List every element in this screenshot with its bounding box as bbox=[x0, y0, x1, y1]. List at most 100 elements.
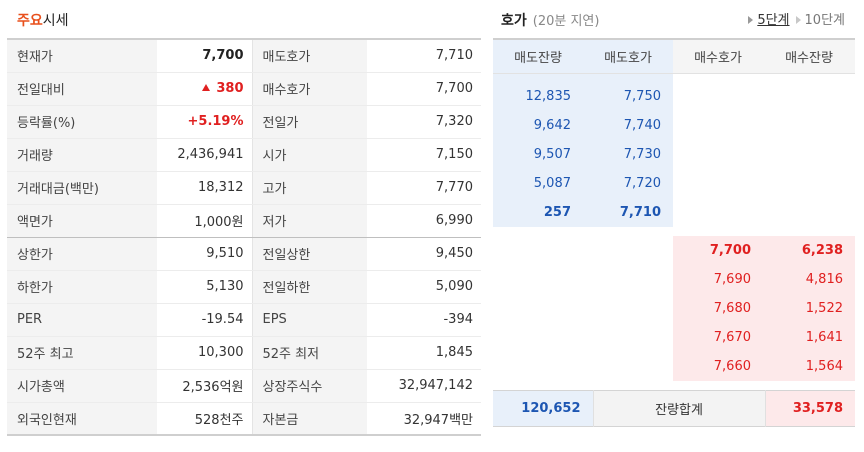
summary-title: 주요시세 bbox=[7, 10, 481, 38]
empty-cell bbox=[493, 352, 583, 381]
table-row: 현재가 7,700 매도호가 7,710 bbox=[7, 39, 481, 73]
orderbook-table: 매도잔량 매도호가 매수호가 매수잔량 12,835 7,750 9,642 7… bbox=[493, 38, 855, 390]
total-label: 잔량합계 bbox=[592, 390, 766, 427]
ask-spacer bbox=[583, 73, 673, 82]
value-market-cap: 2,536억원 bbox=[157, 369, 253, 403]
empty-cell bbox=[583, 381, 673, 390]
header-bid-price: 매수호가 bbox=[673, 39, 763, 74]
label-upper-limit: 상한가 bbox=[7, 237, 157, 271]
empty-cell bbox=[493, 294, 583, 323]
label-capital: 자본금 bbox=[252, 402, 367, 436]
value-foreign-holding: 528천주 bbox=[157, 402, 253, 436]
empty-cell bbox=[583, 323, 673, 352]
label-low: 저가 bbox=[252, 204, 367, 238]
value-trade-value: 18,312 bbox=[157, 171, 253, 205]
bid-spacer bbox=[673, 381, 763, 390]
ask-spacer bbox=[583, 227, 673, 236]
value-bid-price: 7,700 bbox=[367, 72, 481, 106]
empty-cell bbox=[673, 169, 763, 198]
label-current-price: 현재가 bbox=[7, 39, 157, 73]
empty-cell bbox=[673, 198, 763, 227]
table-row: 등락률(%) +5.19% 전일가 7,320 bbox=[7, 105, 481, 139]
ask-spacer bbox=[493, 227, 583, 236]
value-prev-upper-limit: 9,450 bbox=[367, 237, 481, 271]
label-ask-price: 매도호가 bbox=[252, 39, 367, 73]
value-listed-shares: 32,947,142 bbox=[367, 369, 481, 403]
caret-right-icon bbox=[748, 16, 754, 24]
empty-cell bbox=[583, 352, 673, 381]
ask-qty: 5,087 bbox=[493, 169, 583, 198]
empty-cell bbox=[673, 140, 763, 169]
empty-cell bbox=[673, 73, 763, 82]
spacer-row bbox=[493, 227, 855, 236]
label-change: 전일대비 bbox=[7, 72, 157, 106]
ask-row: 12,835 7,750 bbox=[493, 82, 855, 111]
ask-row: 9,642 7,740 bbox=[493, 111, 855, 140]
total-ask-qty: 120,652 bbox=[493, 390, 593, 427]
empty-cell bbox=[763, 111, 855, 140]
empty-cell bbox=[493, 236, 583, 265]
label-open: 시가 bbox=[252, 138, 367, 172]
empty-cell bbox=[763, 140, 855, 169]
tab-10-levels[interactable]: 10단계 bbox=[804, 13, 845, 28]
empty-cell bbox=[583, 294, 673, 323]
table-row: 52주 최고 10,300 52주 최저 1,845 bbox=[7, 336, 481, 370]
summary-title-rest: 시세 bbox=[42, 13, 69, 29]
label-prev-lower-limit: 전일하한 bbox=[252, 270, 367, 304]
bid-row: 7,670 1,641 bbox=[493, 323, 855, 352]
ask-row: 9,507 7,730 bbox=[493, 140, 855, 169]
value-ask-price: 7,710 bbox=[367, 39, 481, 73]
value-lower-limit: 5,130 bbox=[157, 270, 253, 304]
label-52w-high: 52주 최고 bbox=[7, 336, 157, 370]
bid-price: 7,680 bbox=[673, 294, 763, 323]
ask-qty: 9,642 bbox=[493, 111, 583, 140]
label-foreign-holding: 외국인현재 bbox=[7, 402, 157, 436]
orderbook-delay-note: (20분 지연) bbox=[532, 14, 600, 29]
label-market-cap: 시가총액 bbox=[7, 369, 157, 403]
bid-qty: 4,816 bbox=[763, 265, 855, 294]
table-row: 거래량 2,436,941 시가 7,150 bbox=[7, 138, 481, 172]
table-row: 상한가 9,510 전일상한 9,450 bbox=[7, 237, 481, 271]
total-bid-qty: 33,578 bbox=[765, 390, 855, 427]
value-eps: -394 bbox=[367, 303, 481, 337]
bid-row: 7,660 1,564 bbox=[493, 352, 855, 381]
value-prev-lower-limit: 5,090 bbox=[367, 270, 481, 304]
up-triangle-icon bbox=[202, 84, 211, 91]
bid-qty: 1,522 bbox=[763, 294, 855, 323]
ask-spacer bbox=[493, 73, 583, 82]
header-ask-qty: 매도잔량 bbox=[493, 39, 583, 74]
label-eps: EPS bbox=[252, 303, 367, 337]
label-lower-limit: 하한가 bbox=[7, 270, 157, 304]
ask-price: 7,710 bbox=[583, 198, 673, 227]
ask-price: 7,750 bbox=[583, 82, 673, 111]
label-high: 고가 bbox=[252, 171, 367, 205]
table-row: 하한가 5,130 전일하한 5,090 bbox=[7, 270, 481, 304]
bid-price: 7,690 bbox=[673, 265, 763, 294]
orderbook-total: 120,652 잔량합계 33,578 bbox=[493, 390, 855, 427]
tab-5-levels[interactable]: 5단계 bbox=[757, 13, 790, 28]
empty-cell bbox=[763, 82, 855, 111]
bid-row: 7,680 1,522 bbox=[493, 294, 855, 323]
label-listed-shares: 상장주식수 bbox=[252, 369, 367, 403]
table-row: 전일대비 380 매수호가 7,700 bbox=[7, 72, 481, 106]
empty-cell bbox=[583, 265, 673, 294]
header-bid-qty: 매수잔량 bbox=[763, 39, 855, 74]
total-row: 120,652 잔량합계 33,578 bbox=[493, 390, 855, 427]
label-trade-value: 거래대금(백만) bbox=[7, 171, 157, 205]
empty-cell bbox=[763, 73, 855, 82]
empty-cell bbox=[763, 169, 855, 198]
ask-qty: 257 bbox=[493, 198, 583, 227]
empty-cell bbox=[673, 111, 763, 140]
table-row: 거래대금(백만) 18,312 고가 7,770 bbox=[7, 171, 481, 205]
orderbook-title-text: 호가 bbox=[501, 13, 527, 29]
caret-right-icon bbox=[795, 16, 801, 24]
empty-cell bbox=[763, 227, 855, 236]
value-prev-close: 7,320 bbox=[367, 105, 481, 139]
value-52w-low: 1,845 bbox=[367, 336, 481, 370]
empty-cell bbox=[493, 323, 583, 352]
bid-qty: 6,238 bbox=[763, 236, 855, 265]
ask-price: 7,740 bbox=[583, 111, 673, 140]
ask-price: 7,730 bbox=[583, 140, 673, 169]
value-high: 7,770 bbox=[367, 171, 481, 205]
value-change-text: 380 bbox=[216, 81, 244, 96]
